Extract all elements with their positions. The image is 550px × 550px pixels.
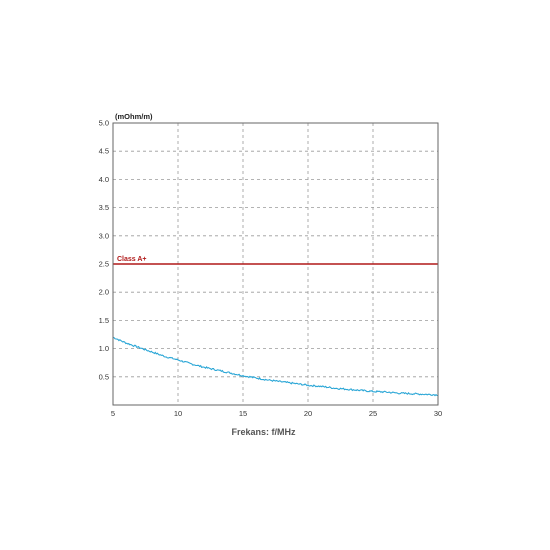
x-tick-label: 10 xyxy=(174,409,182,418)
y-tick-label: 1.0 xyxy=(99,344,109,353)
y-tick-label: 1.5 xyxy=(99,316,109,325)
x-axis-label: Frekans: f/MHz xyxy=(231,427,296,437)
x-tick-label: 5 xyxy=(111,409,115,418)
y-tick-label: 2.5 xyxy=(99,260,109,269)
reference-line-label: Class A+ xyxy=(117,256,147,263)
x-tick-label: 20 xyxy=(304,409,312,418)
x-tick-label: 15 xyxy=(239,409,247,418)
series-line xyxy=(112,336,438,397)
y-tick-label: 5.0 xyxy=(99,119,109,128)
plot-area-frame xyxy=(112,122,439,406)
y-tick-label: 4.0 xyxy=(99,175,109,184)
y-tick-label: 0.5 xyxy=(99,372,109,381)
y-tick-label: 3.5 xyxy=(99,203,109,212)
x-tick-labels: 5 10 15 20 25 30 xyxy=(111,409,442,418)
y-tick-label: 3.0 xyxy=(99,231,109,240)
x-tick-label: 25 xyxy=(369,409,377,418)
x-tick-label: 30 xyxy=(434,409,442,418)
y-tick-label: 2.0 xyxy=(99,288,109,297)
series-group xyxy=(112,336,438,397)
y-tick-label: 4.5 xyxy=(99,147,109,156)
y-tick-labels: 0.5 1.0 1.5 2.0 2.5 3.0 3.5 4.0 4.5 5.0 xyxy=(99,119,109,382)
y-axis-label: (mOhm/m) xyxy=(115,112,153,121)
reference-line-group: Class A+ xyxy=(113,256,438,265)
